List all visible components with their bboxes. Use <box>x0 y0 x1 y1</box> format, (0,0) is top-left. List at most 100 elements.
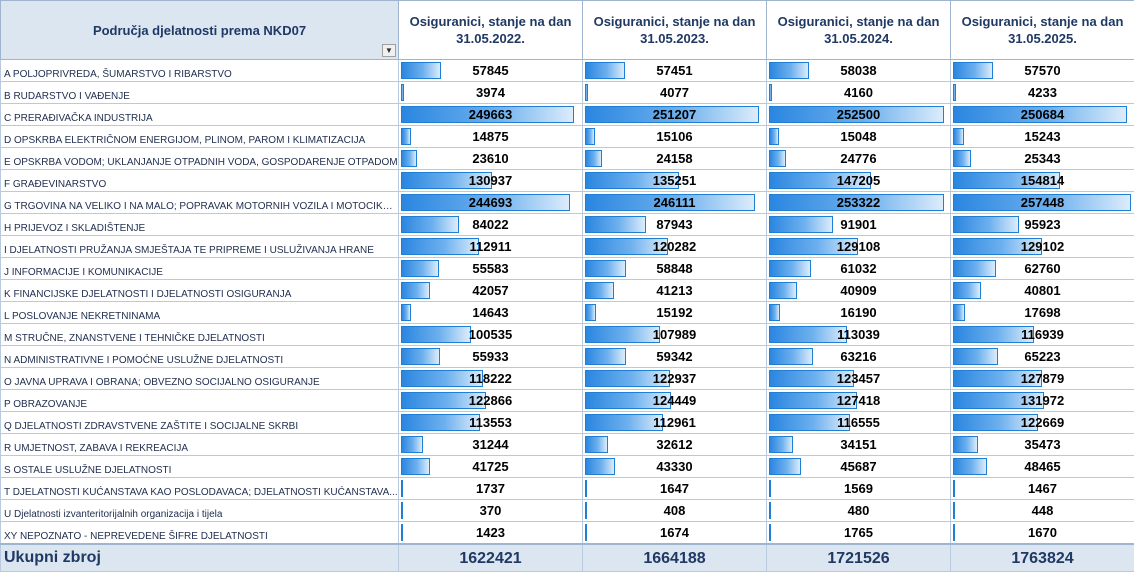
value-cell[interactable]: 58848 <box>583 258 767 280</box>
category-cell[interactable]: I DJELATNOSTI PRUŽANJA SMJEŠTAJA TE PRIP… <box>1 236 399 258</box>
column-header-2024[interactable]: Osiguranici, stanje na dan 31.05.2024. <box>767 1 951 60</box>
value-cell[interactable]: 1423 <box>399 522 583 545</box>
value-cell[interactable]: 131972 <box>951 390 1134 412</box>
category-cell[interactable]: O JAVNA UPRAVA I OBRANA; OBVEZNO SOCIJAL… <box>1 368 399 390</box>
value-cell[interactable]: 14875 <box>399 126 583 148</box>
value-cell[interactable]: 122866 <box>399 390 583 412</box>
value-cell[interactable]: 24158 <box>583 148 767 170</box>
value-cell[interactable]: 14643 <box>399 302 583 324</box>
value-cell[interactable]: 120282 <box>583 236 767 258</box>
category-cell[interactable]: S OSTALE USLUŽNE DJELATNOSTI <box>1 456 399 478</box>
category-cell[interactable]: B RUDARSTVO I VAĐENJE <box>1 82 399 104</box>
value-cell[interactable]: 251207 <box>583 104 767 126</box>
value-cell[interactable]: 112961 <box>583 412 767 434</box>
category-cell[interactable]: K FINANCIJSKE DJELATNOSTI I DJELATNOSTI … <box>1 280 399 302</box>
value-cell[interactable]: 129108 <box>767 236 951 258</box>
value-cell[interactable]: 154814 <box>951 170 1134 192</box>
total-value-cell[interactable]: 1664188 <box>583 544 767 572</box>
value-cell[interactable]: 87943 <box>583 214 767 236</box>
category-cell[interactable]: C PRERAĐIVAČKA INDUSTRIJA <box>1 104 399 126</box>
value-cell[interactable]: 15192 <box>583 302 767 324</box>
value-cell[interactable]: 370 <box>399 500 583 522</box>
category-cell[interactable]: N ADMINISTRATIVNE I POMOĆNE USLUŽNE DJEL… <box>1 346 399 368</box>
value-cell[interactable]: 35473 <box>951 434 1134 456</box>
value-cell[interactable]: 257448 <box>951 192 1134 214</box>
value-cell[interactable]: 57570 <box>951 60 1134 82</box>
value-cell[interactable]: 62760 <box>951 258 1134 280</box>
value-cell[interactable]: 41213 <box>583 280 767 302</box>
value-cell[interactable]: 25343 <box>951 148 1134 170</box>
value-cell[interactable]: 249663 <box>399 104 583 126</box>
value-cell[interactable]: 147205 <box>767 170 951 192</box>
value-cell[interactable]: 31244 <box>399 434 583 456</box>
value-cell[interactable]: 448 <box>951 500 1134 522</box>
value-cell[interactable]: 480 <box>767 500 951 522</box>
total-value-cell[interactable]: 1721526 <box>767 544 951 572</box>
filter-dropdown-icon[interactable]: ▼ <box>382 44 396 57</box>
value-cell[interactable]: 1647 <box>583 478 767 500</box>
value-cell[interactable]: 244693 <box>399 192 583 214</box>
value-cell[interactable]: 1670 <box>951 522 1134 545</box>
value-cell[interactable]: 127418 <box>767 390 951 412</box>
total-value-cell[interactable]: 1763824 <box>951 544 1134 572</box>
value-cell[interactable]: 91901 <box>767 214 951 236</box>
value-cell[interactable]: 1467 <box>951 478 1134 500</box>
value-cell[interactable]: 100535 <box>399 324 583 346</box>
value-cell[interactable]: 107989 <box>583 324 767 346</box>
value-cell[interactable]: 253322 <box>767 192 951 214</box>
value-cell[interactable]: 127879 <box>951 368 1134 390</box>
value-cell[interactable]: 15106 <box>583 126 767 148</box>
category-cell[interactable]: F GRAĐEVINARSTVO <box>1 170 399 192</box>
column-header-2022[interactable]: Osiguranici, stanje na dan 31.05.2022. <box>399 1 583 60</box>
value-cell[interactable]: 57845 <box>399 60 583 82</box>
value-cell[interactable]: 118222 <box>399 368 583 390</box>
value-cell[interactable]: 95923 <box>951 214 1134 236</box>
value-cell[interactable]: 1674 <box>583 522 767 545</box>
column-header-2025[interactable]: Osiguranici, stanje na dan 31.05.2025. <box>951 1 1134 60</box>
value-cell[interactable]: 63216 <box>767 346 951 368</box>
value-cell[interactable]: 130937 <box>399 170 583 192</box>
value-cell[interactable]: 1569 <box>767 478 951 500</box>
value-cell[interactable]: 42057 <box>399 280 583 302</box>
category-cell[interactable]: G TRGOVINA NA VELIKO I NA MALO; POPRAVAK… <box>1 192 399 214</box>
value-cell[interactable]: 17698 <box>951 302 1134 324</box>
category-cell[interactable]: P OBRAZOVANJE <box>1 390 399 412</box>
category-cell[interactable]: R UMJETNOST, ZABAVA I REKREACIJA <box>1 434 399 456</box>
value-cell[interactable]: 61032 <box>767 258 951 280</box>
value-cell[interactable]: 113553 <box>399 412 583 434</box>
value-cell[interactable]: 23610 <box>399 148 583 170</box>
total-label[interactable]: Ukupni zbroj <box>1 544 399 572</box>
category-cell[interactable]: T DJELATNOSTI KUĆANSTAVA KAO POSLODAVACA… <box>1 478 399 500</box>
value-cell[interactable]: 252500 <box>767 104 951 126</box>
category-cell[interactable]: L POSLOVANJE NEKRETNINAMA <box>1 302 399 324</box>
value-cell[interactable]: 58038 <box>767 60 951 82</box>
category-cell[interactable]: A POLJOPRIVREDA, ŠUMARSTVO I RIBARSTVO <box>1 60 399 82</box>
value-cell[interactable]: 1737 <box>399 478 583 500</box>
category-cell[interactable]: J INFORMACIJE I KOMUNIKACIJE <box>1 258 399 280</box>
value-cell[interactable]: 3974 <box>399 82 583 104</box>
value-cell[interactable]: 32612 <box>583 434 767 456</box>
value-cell[interactable]: 24776 <box>767 148 951 170</box>
value-cell[interactable]: 124449 <box>583 390 767 412</box>
value-cell[interactable]: 16190 <box>767 302 951 324</box>
value-cell[interactable]: 55583 <box>399 258 583 280</box>
value-cell[interactable]: 123457 <box>767 368 951 390</box>
category-cell[interactable]: Q DJELATNOSTI ZDRAVSTVENE ZAŠTITE I SOCI… <box>1 412 399 434</box>
value-cell[interactable]: 122669 <box>951 412 1134 434</box>
value-cell[interactable]: 4160 <box>767 82 951 104</box>
value-cell[interactable]: 41725 <box>399 456 583 478</box>
value-cell[interactable]: 4233 <box>951 82 1134 104</box>
value-cell[interactable]: 43330 <box>583 456 767 478</box>
value-cell[interactable]: 45687 <box>767 456 951 478</box>
value-cell[interactable]: 48465 <box>951 456 1134 478</box>
total-value-cell[interactable]: 1622421 <box>399 544 583 572</box>
value-cell[interactable]: 57451 <box>583 60 767 82</box>
category-cell[interactable]: XY NEPOZNATO - NEPREVEDENE ŠIFRE DJELATN… <box>1 522 399 545</box>
value-cell[interactable]: 40909 <box>767 280 951 302</box>
value-cell[interactable]: 112911 <box>399 236 583 258</box>
value-cell[interactable]: 15243 <box>951 126 1134 148</box>
value-cell[interactable]: 116939 <box>951 324 1134 346</box>
value-cell[interactable]: 65223 <box>951 346 1134 368</box>
category-cell[interactable]: D OPSKRBA ELEKTRIČNOM ENERGIJOM, PLINOM,… <box>1 126 399 148</box>
value-cell[interactable]: 246111 <box>583 192 767 214</box>
